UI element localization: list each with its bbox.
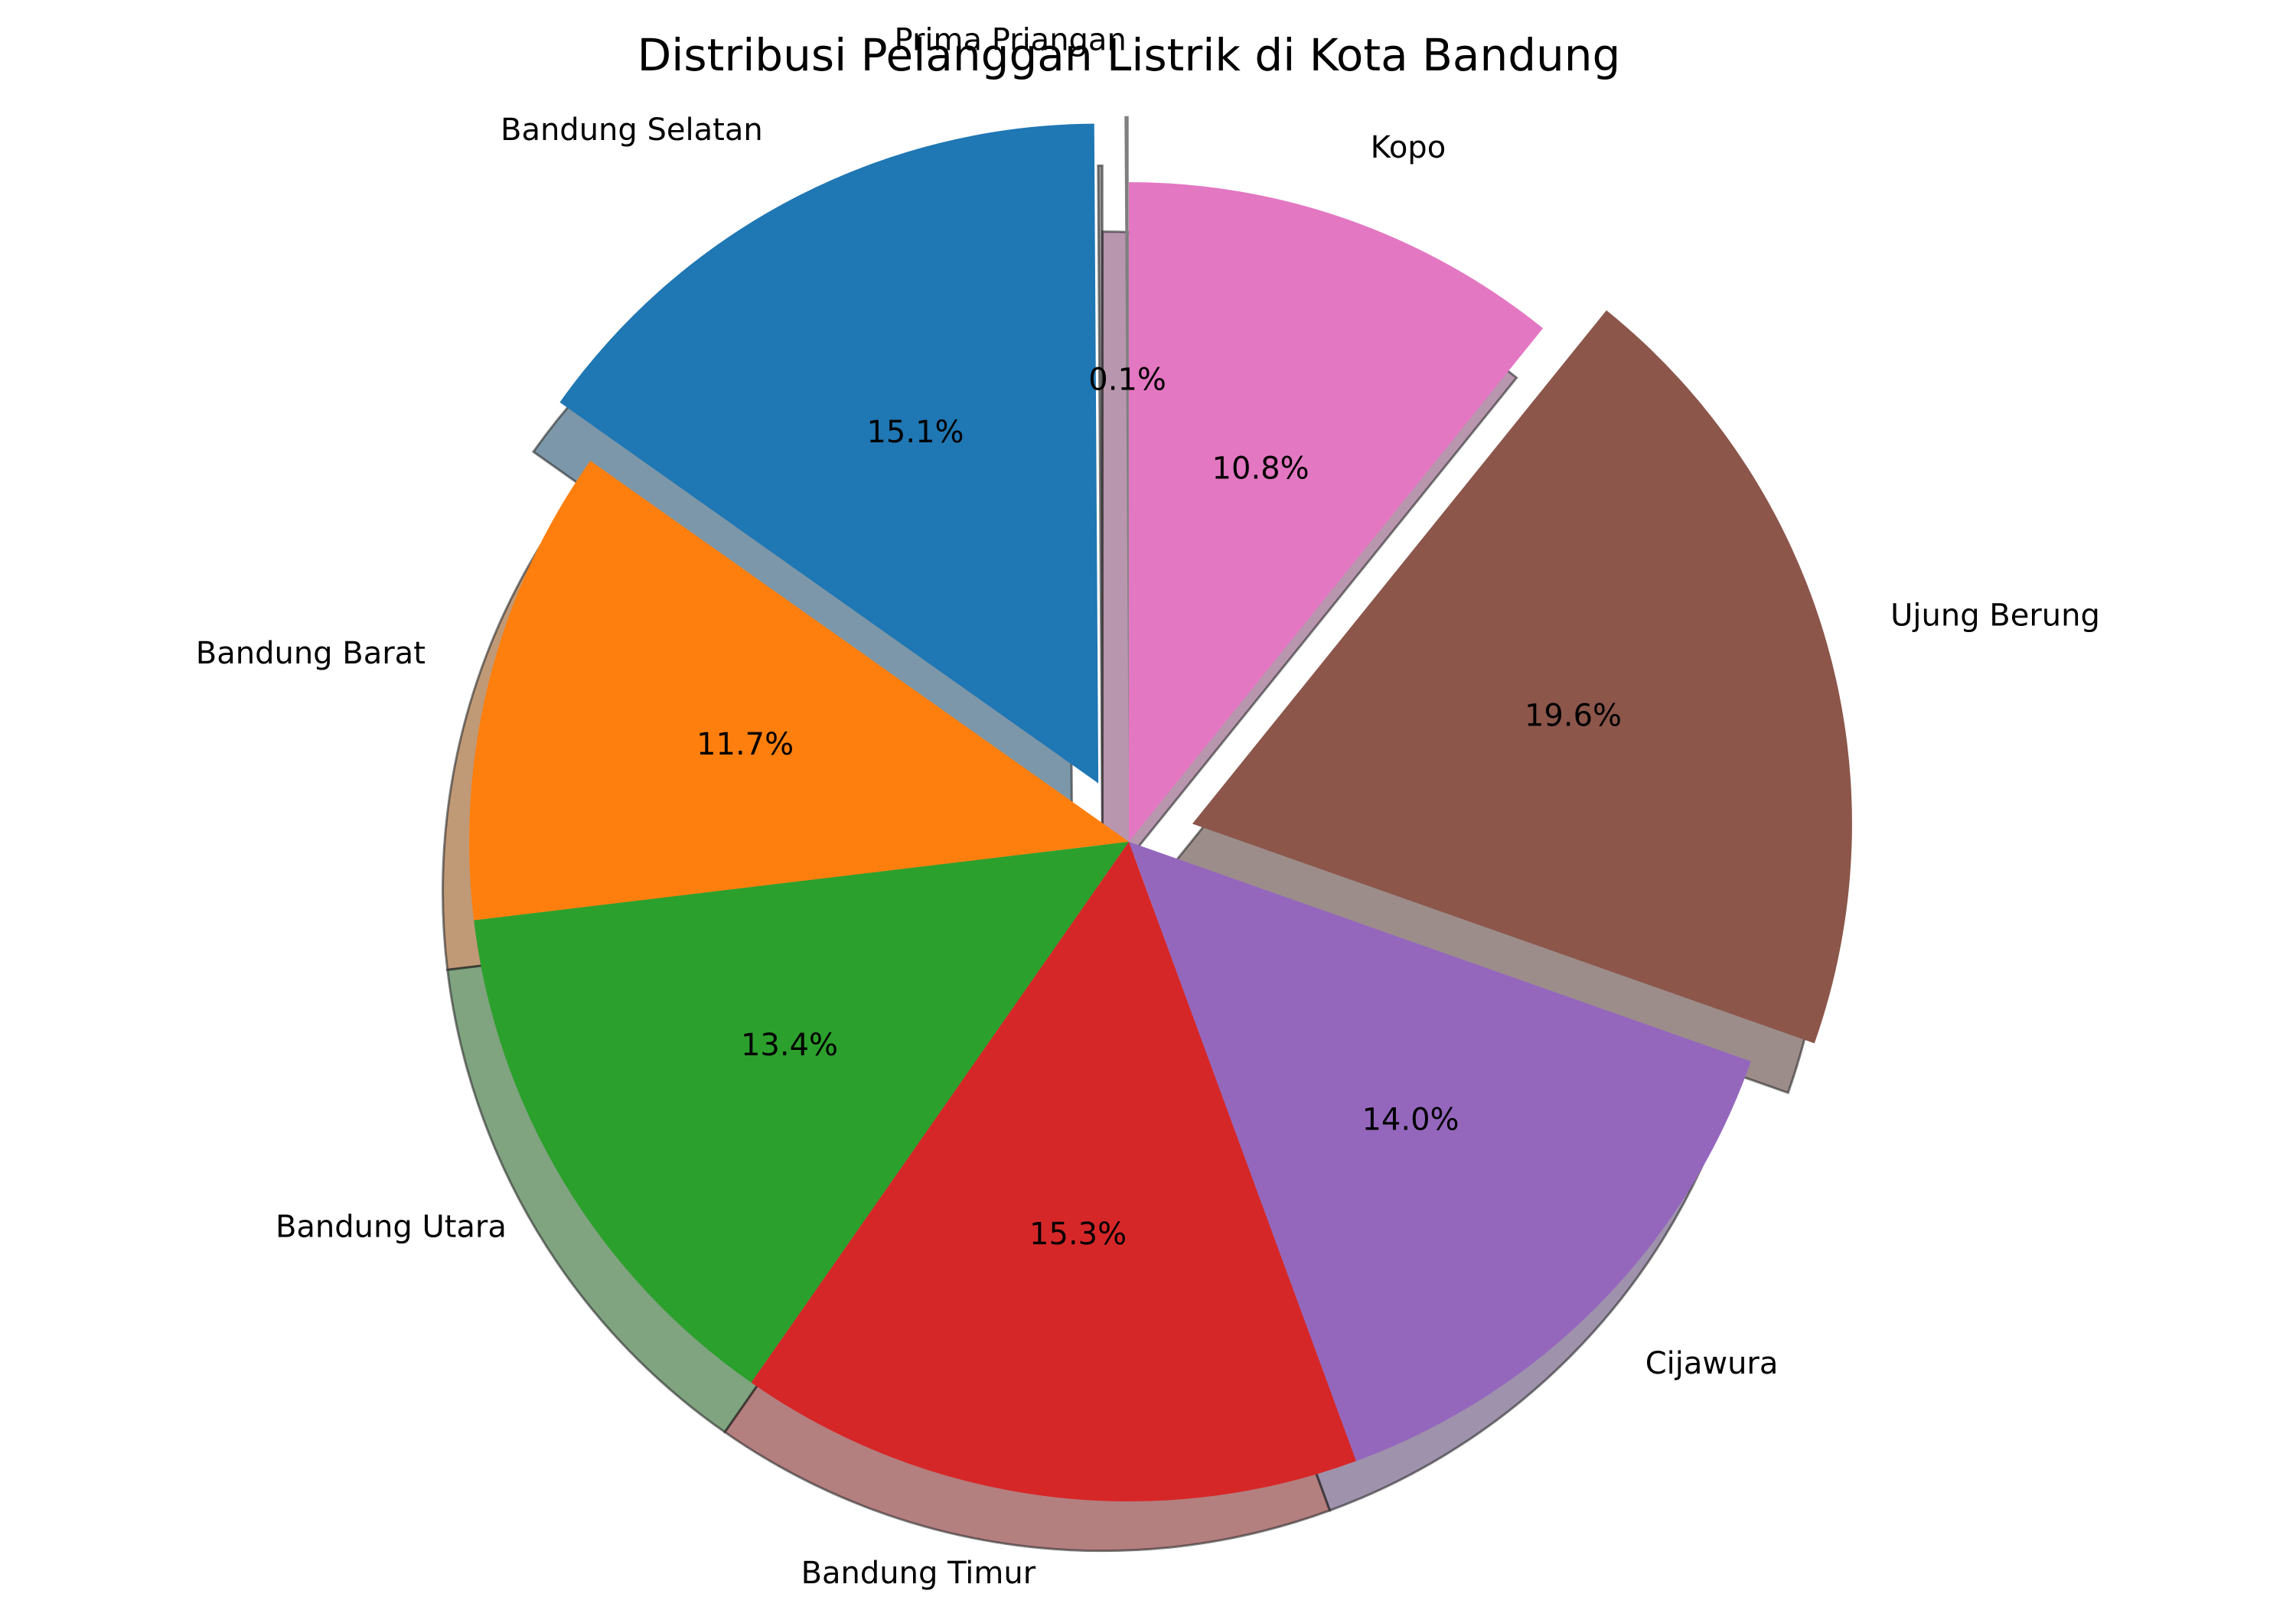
slice-percent-bandung-utara: 13.4% — [741, 1028, 838, 1063]
slice-percent-bandung-selatan: 15.1% — [866, 415, 964, 450]
slice-label-kopo: Kopo — [1371, 130, 1446, 165]
slice-label-bandung-utara: Bandung Utara — [276, 1210, 507, 1245]
slice-percent-bandung-barat: 11.7% — [696, 727, 794, 762]
slice-label-ujung-berung: Ujung Berung — [1890, 598, 2100, 634]
slice-label-bandung-timur: Bandung Timur — [801, 1556, 1036, 1591]
pie-slice-cijawura — [1129, 842, 1751, 1462]
pie-slice-ujung-berung — [1192, 310, 1852, 1044]
pie-slice-prima-priangan — [1124, 116, 1129, 776]
slices — [469, 116, 1852, 1502]
slice-percent-bandung-timur: 15.3% — [1029, 1217, 1127, 1252]
chart-title: Distribusi Pelanggan Listrik di Kota Ban… — [638, 29, 1621, 81]
slice-shadow-prima-priangan — [1097, 164, 1104, 826]
slice-labels: Prima Priangan Bandung Selatan Bandung Bar… — [196, 23, 2100, 1591]
slice-percent-labels: 0.1% 15.1% 11.7% 13.4% 15.3% 14.0% 19.6% 10.8% — [696, 363, 1622, 1252]
slice-percent-kopo: 10.8% — [1212, 451, 1309, 486]
pie-slice-bandung-selatan — [559, 123, 1099, 784]
pie-slice-bandung-utara — [474, 842, 1129, 1383]
slice-percent-prima-priangan: 0.1% — [1088, 363, 1166, 398]
pie-slice-bandung-barat — [469, 461, 1129, 921]
slice-percent-cijawura: 14.0% — [1362, 1102, 1459, 1137]
slice-label-bandung-barat: Bandung Barat — [196, 636, 426, 671]
slice-label-cijawura: Cijawura — [1645, 1346, 1779, 1381]
slice-label-bandung-selatan: Bandung Selatan — [501, 112, 763, 148]
pie-slice-bandung-timur — [751, 842, 1357, 1502]
pie-slice-kopo — [1129, 182, 1544, 842]
slice-percent-ujung-berung: 19.6% — [1525, 698, 1622, 733]
slice-label-prima-priangan: Prima Priangan — [895, 23, 1127, 58]
